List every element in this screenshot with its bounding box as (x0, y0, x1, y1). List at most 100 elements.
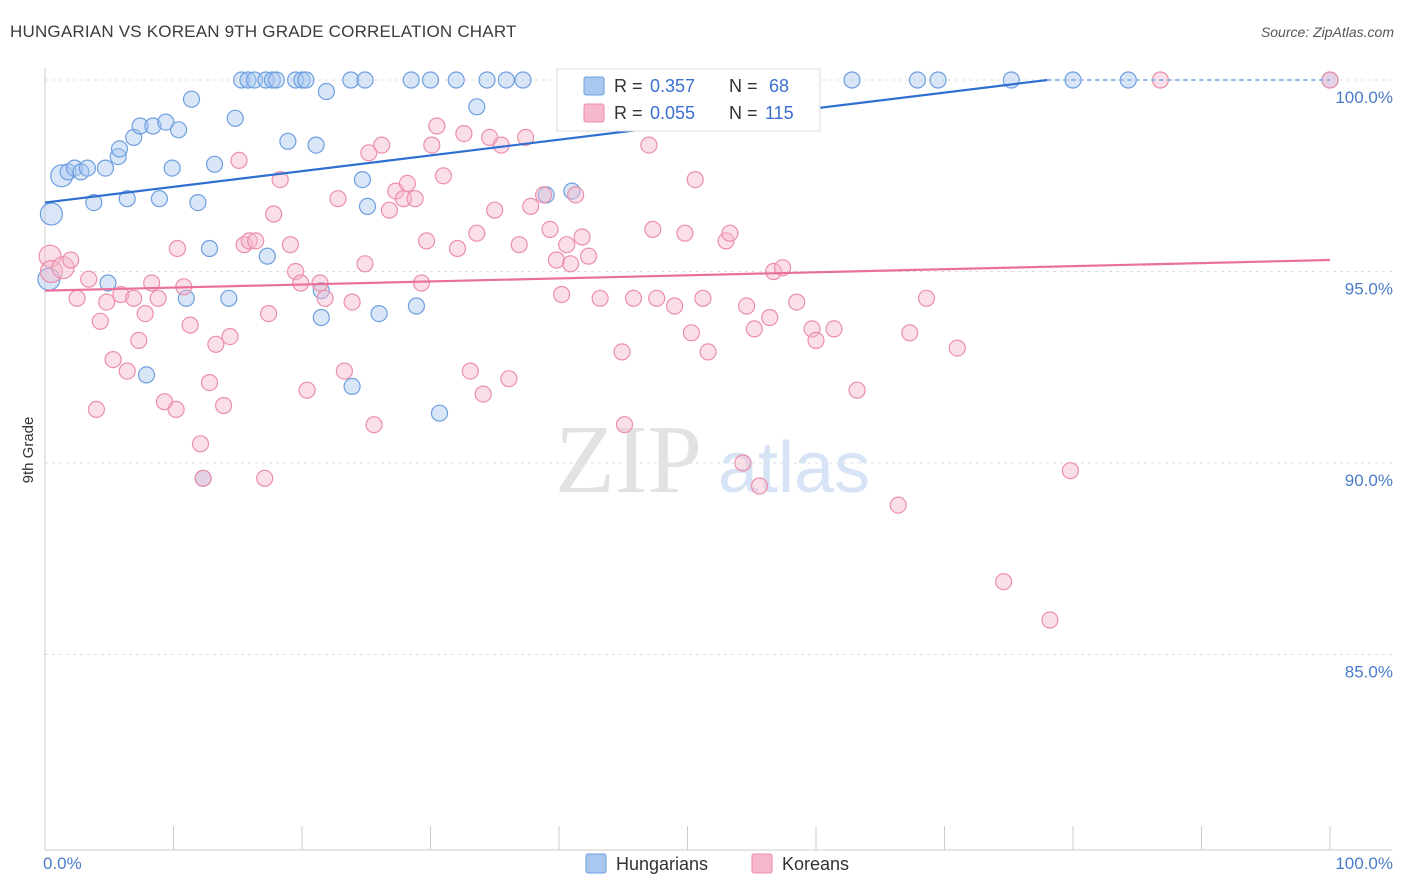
x-tick-label: 100.0% (1335, 854, 1393, 873)
korean-point (265, 205, 283, 223)
korean-point (428, 117, 446, 135)
korean-point (624, 289, 643, 307)
korean-point (552, 285, 571, 304)
legend-r-label-2: R = (614, 103, 643, 123)
hungarian-point (220, 289, 238, 307)
korean-point (200, 374, 219, 392)
korean-point (130, 331, 148, 349)
axes (44, 68, 1392, 851)
korean-point (207, 335, 225, 353)
korean-point (149, 289, 167, 307)
korean-point (1041, 611, 1059, 629)
korean-point (547, 251, 566, 269)
legend-r-value-2: 0.055 (650, 103, 695, 123)
legend-hungarians-label: Hungarians (616, 854, 708, 874)
hungarian-point (206, 155, 224, 173)
korean-point (561, 255, 580, 273)
y-axis-title: 9th Grade (20, 417, 37, 484)
hungarian-point (307, 136, 325, 154)
korean-point (221, 328, 239, 346)
hungarian-point (468, 98, 486, 116)
korean-point (917, 289, 936, 307)
watermark: ZIP atlas (555, 406, 870, 514)
koreans-points (38, 71, 1339, 629)
hungarian-point (370, 305, 388, 323)
korean-point (948, 339, 966, 357)
x-tick-labels: 0.0% 100.0% (43, 854, 1393, 873)
korean-point (686, 171, 704, 189)
legend-hungarians-swatch (585, 853, 607, 874)
korean-point (335, 362, 353, 380)
legend-n-value-1: 68 (769, 76, 789, 96)
korean-point (567, 186, 585, 204)
korean-point (230, 151, 248, 169)
hungarian-point (239, 71, 257, 89)
grid-lines (45, 79, 1392, 655)
korean-point (761, 308, 779, 327)
korean-point (665, 297, 684, 315)
hungarian-point (226, 109, 244, 127)
y-tick-label: 100.0% (1335, 88, 1393, 107)
legend-n-label-1: N = (729, 76, 758, 96)
hungarian-point (263, 71, 281, 89)
korean-point (573, 228, 591, 246)
korean-point (356, 255, 374, 273)
korean-point (260, 305, 278, 323)
hungarian-point (150, 190, 168, 208)
hungarian-point (182, 90, 201, 108)
korean-point (98, 293, 116, 311)
hungarian-point (356, 71, 374, 89)
hungarian-point (514, 71, 532, 89)
hungarian-point (293, 71, 311, 89)
korean-point (167, 400, 185, 418)
korean-point (788, 293, 806, 311)
korean-point (522, 197, 540, 215)
korean-point (591, 289, 609, 307)
korean-point (682, 324, 701, 342)
korean-point (423, 136, 441, 154)
korean-point (68, 289, 86, 307)
korean-point (1061, 462, 1080, 480)
hungarian-point (131, 117, 149, 135)
hungarian-point (421, 71, 440, 89)
hungarian-point (233, 71, 251, 89)
korean-point (118, 362, 136, 380)
korean-point (380, 201, 398, 219)
korean-point (500, 370, 518, 388)
korean-point (648, 289, 666, 307)
y-tick-label: 90.0% (1345, 471, 1393, 490)
korean-point (343, 293, 361, 311)
korean-point (455, 125, 473, 143)
stats-legend: R = 0.357 N = 68 R = 0.055 N = 115 (556, 68, 821, 132)
korean-point (125, 289, 143, 307)
korean-point (316, 289, 334, 307)
hungarian-point (843, 71, 861, 89)
koreans-swatch (583, 103, 605, 123)
korean-point (694, 289, 712, 307)
hungarian-point (267, 71, 285, 89)
korean-point (721, 224, 739, 242)
korean-point (298, 381, 316, 399)
hungarian-point (110, 140, 129, 158)
korean-point (434, 167, 452, 185)
legend-koreans-swatch (751, 853, 773, 874)
korean-point (136, 305, 154, 323)
korean-point (764, 262, 783, 281)
korean-point (994, 573, 1013, 591)
hungarian-point (144, 117, 162, 135)
hungarian-point (402, 71, 420, 89)
legend-r-value-1: 0.357 (650, 76, 695, 96)
legend-r-label-1: R = (614, 76, 643, 96)
korean-point (292, 274, 310, 292)
hungarian-point (430, 404, 449, 422)
korean-point (271, 171, 289, 189)
watermark-atlas: atlas (718, 428, 870, 508)
korean-point (745, 320, 763, 338)
korean-point (412, 274, 431, 292)
korean-point (112, 285, 130, 304)
korean-point (825, 320, 843, 338)
chart-title: HUNGARIAN VS KOREAN 9TH GRADE CORRELATIO… (10, 22, 517, 41)
hungarian-point (497, 71, 515, 89)
series-legend: Hungarians Koreans (585, 853, 849, 874)
